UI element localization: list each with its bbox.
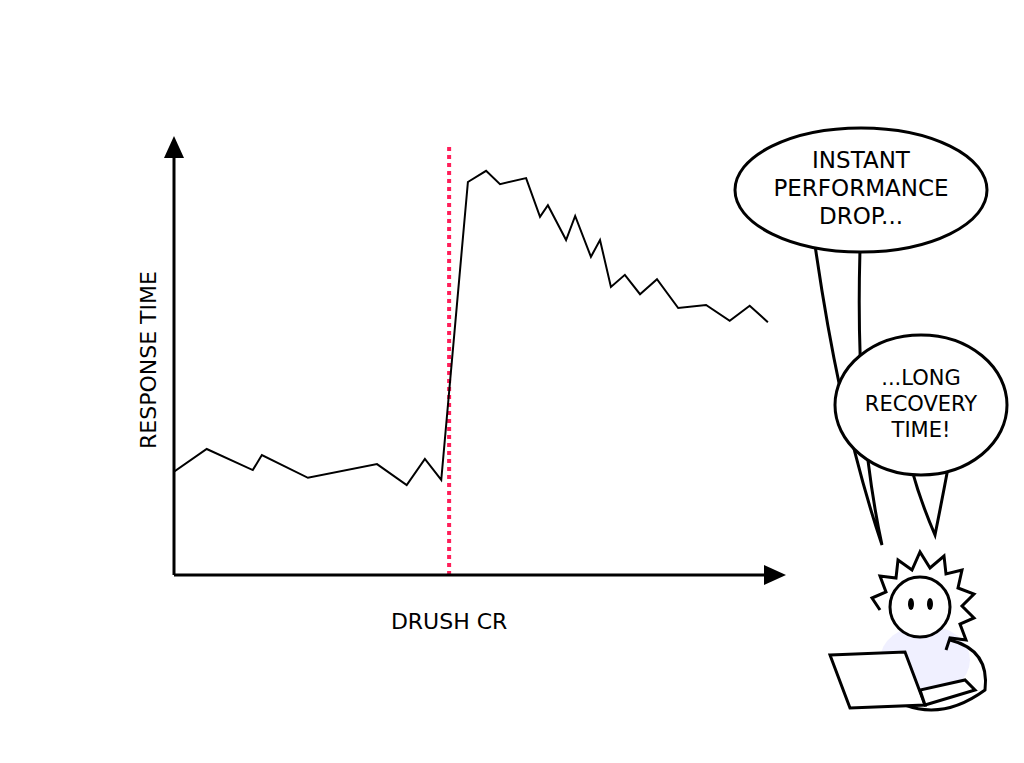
svg-text:DROP...: DROP... — [819, 203, 903, 229]
svg-text:INSTANT: INSTANT — [812, 147, 911, 173]
svg-text:DRUSH CR: DRUSH CR — [391, 609, 507, 634]
svg-text:TIME!: TIME! — [891, 418, 951, 442]
svg-text:PERFORMANCE: PERFORMANCE — [773, 175, 948, 201]
svg-text:RECOVERY: RECOVERY — [865, 392, 978, 416]
svg-text:RESPONSE TIME: RESPONSE TIME — [136, 271, 161, 449]
svg-text:...LONG: ...LONG — [881, 366, 961, 390]
